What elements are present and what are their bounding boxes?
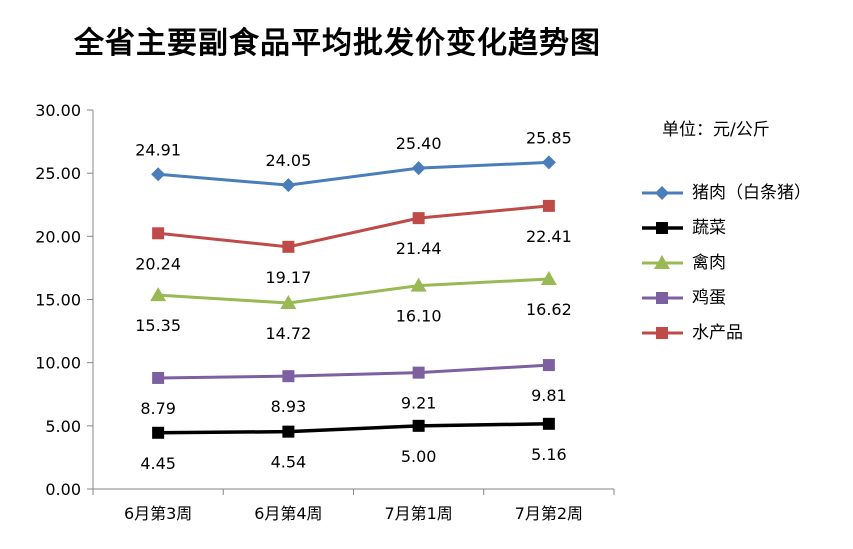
legend-swatch — [642, 222, 683, 234]
data-label: 9.21 — [401, 394, 437, 413]
series-line — [158, 363, 549, 380]
data-label: 8.79 — [140, 399, 176, 418]
legend-marker — [656, 222, 668, 234]
data-point — [542, 359, 555, 372]
data-label: 19.17 — [265, 268, 311, 287]
data-point — [411, 161, 426, 176]
y-tick-label: 0.00 — [45, 480, 81, 499]
data-label: 14.72 — [265, 324, 311, 343]
unit-label: 单位：元/公斤 — [662, 120, 770, 140]
data-point — [412, 212, 425, 225]
legend-swatch — [642, 292, 683, 304]
data-point — [280, 295, 297, 310]
legend-swatch — [642, 186, 683, 200]
x-tick-label: 7月第1周 — [384, 504, 452, 523]
y-tick-label: 20.00 — [35, 227, 81, 246]
data-label: 20.24 — [135, 254, 181, 273]
x-tick-label: 7月第2周 — [515, 504, 583, 523]
data-label: 16.10 — [396, 307, 442, 326]
legend-marker — [656, 292, 668, 304]
data-label: 5.00 — [401, 447, 437, 466]
data-point — [282, 370, 295, 383]
data-point — [151, 167, 166, 182]
data-point — [152, 227, 165, 240]
legend-label: 蔬菜 — [692, 218, 726, 238]
data-point — [540, 271, 557, 286]
legend-swatch — [642, 255, 683, 269]
y-tick-label: 30.00 — [35, 101, 81, 120]
data-label: 22.41 — [526, 227, 572, 246]
data-label: 8.93 — [271, 397, 307, 416]
y-tick-label: 10.00 — [35, 354, 81, 373]
data-label: 16.62 — [526, 300, 572, 319]
series-line — [157, 204, 550, 249]
data-label: 25.85 — [526, 128, 572, 147]
legend-marker — [655, 186, 669, 200]
data-label: 21.44 — [396, 239, 442, 258]
legend-label: 鸡蛋 — [692, 288, 726, 308]
legend-marker — [656, 327, 668, 339]
legend-label: 猪肉（白条猪） — [692, 183, 811, 203]
data-label: 4.54 — [271, 453, 307, 472]
data-point — [281, 178, 296, 193]
legend-swatch — [642, 327, 683, 339]
data-point — [282, 240, 295, 253]
data-point — [412, 366, 425, 379]
y-tick-label: 15.00 — [35, 291, 81, 310]
data-point — [542, 199, 555, 212]
data-label: 25.40 — [396, 134, 442, 153]
data-point — [410, 277, 427, 292]
data-label: 5.16 — [531, 445, 567, 464]
series-line — [158, 160, 549, 187]
data-point — [152, 371, 165, 384]
data-point — [412, 419, 425, 432]
data-point — [150, 287, 167, 302]
y-tick-label: 5.00 — [45, 417, 81, 436]
data-label: 24.05 — [265, 151, 311, 170]
x-tick-label: 6月第4周 — [254, 504, 322, 523]
data-label: 9.81 — [531, 386, 567, 405]
legend-label: 水产品 — [692, 323, 743, 343]
legend-label: 禽肉 — [692, 253, 726, 273]
data-point — [542, 417, 555, 430]
x-tick-label: 6月第3周 — [124, 504, 192, 523]
data-label: 24.91 — [135, 140, 181, 159]
series-line — [158, 277, 549, 305]
data-point — [541, 155, 556, 170]
data-point — [282, 425, 295, 438]
chart-title: 全省主要副食品平均批发价变化趋势图 — [74, 26, 601, 61]
data-label: 4.45 — [140, 454, 176, 473]
y-tick-label: 25.00 — [35, 164, 81, 183]
data-label: 15.35 — [135, 316, 181, 335]
series-line — [158, 422, 549, 435]
legend-marker — [654, 255, 670, 269]
data-point — [152, 426, 165, 439]
